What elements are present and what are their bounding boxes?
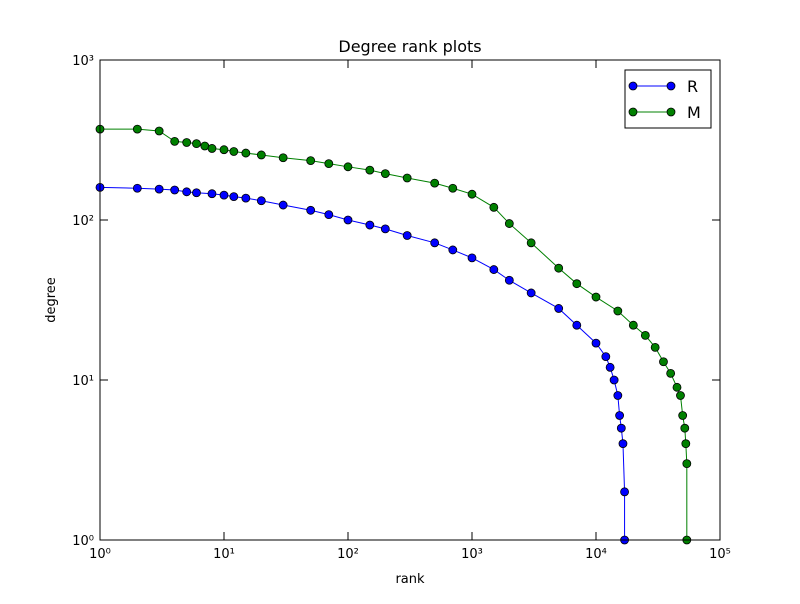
point	[219, 190, 229, 200]
point	[591, 292, 601, 302]
point	[365, 220, 375, 230]
point	[430, 178, 440, 188]
point	[380, 224, 390, 234]
legend-box	[624, 69, 712, 129]
point	[365, 165, 375, 175]
x-tick-label: 10⁴	[585, 547, 607, 562]
point	[678, 411, 688, 420]
legend-label: M	[687, 103, 701, 122]
plot-frame	[99, 59, 721, 541]
point	[448, 245, 458, 255]
point	[613, 306, 623, 316]
point	[618, 439, 628, 449]
point	[672, 382, 682, 392]
point	[676, 391, 685, 400]
point	[681, 439, 691, 449]
point	[343, 162, 353, 172]
point	[613, 391, 623, 400]
point	[324, 210, 334, 220]
point	[132, 183, 142, 193]
point	[489, 265, 499, 274]
point	[467, 189, 477, 199]
point	[182, 187, 192, 197]
x-tick-label: 10³	[461, 547, 483, 562]
point	[601, 352, 611, 362]
point	[609, 375, 619, 385]
point	[229, 147, 239, 156]
point	[526, 238, 536, 248]
point	[640, 330, 650, 340]
point	[278, 153, 288, 163]
y-tick-label: 10¹	[72, 374, 94, 389]
y-tick-label: 10³	[72, 54, 94, 69]
point	[343, 215, 353, 225]
point	[132, 124, 142, 134]
point	[219, 145, 229, 155]
point	[192, 139, 201, 149]
point	[554, 263, 564, 273]
point	[207, 189, 217, 199]
point	[467, 253, 477, 263]
point	[504, 275, 514, 285]
x-tick-label: 10⁰	[89, 547, 111, 562]
point	[448, 183, 458, 193]
point	[306, 156, 316, 166]
point	[256, 196, 266, 206]
x-tick-label: 10¹	[213, 547, 235, 562]
x-tick-label: 10⁵	[709, 547, 731, 562]
point	[402, 173, 412, 183]
point	[572, 279, 582, 289]
point	[605, 362, 615, 372]
y-tick-label: 10²	[72, 214, 94, 229]
y-axis-label: degree	[44, 277, 59, 323]
point	[489, 202, 499, 212]
point	[616, 423, 626, 433]
point	[182, 138, 192, 147]
point	[380, 169, 390, 178]
legend-marker	[628, 107, 638, 117]
point	[241, 193, 251, 203]
legend-marker	[666, 81, 676, 91]
point	[682, 459, 692, 469]
x-axis-label: rank	[395, 572, 425, 587]
point	[200, 141, 210, 151]
point	[170, 136, 180, 146]
point	[170, 185, 180, 195]
point	[229, 192, 239, 202]
legend-marker	[628, 81, 638, 91]
legend-label: R	[687, 77, 698, 96]
point	[402, 231, 412, 240]
point	[572, 320, 582, 330]
y-tick-label: 10⁰	[72, 534, 94, 549]
x-tick-label: 10²	[337, 547, 359, 562]
point	[192, 188, 201, 198]
point	[650, 342, 660, 352]
point	[278, 200, 288, 210]
point	[620, 487, 629, 497]
point	[241, 148, 251, 158]
point	[659, 357, 668, 367]
point	[666, 368, 676, 378]
point	[324, 159, 334, 169]
point	[591, 338, 601, 348]
point	[306, 205, 316, 215]
point	[615, 411, 625, 420]
point	[504, 219, 514, 228]
chart-title: Degree rank plots	[338, 37, 481, 56]
point	[628, 320, 638, 330]
point	[207, 144, 217, 153]
legend-marker	[666, 107, 676, 117]
point	[154, 184, 164, 194]
point	[430, 238, 440, 248]
point	[154, 126, 164, 136]
point	[526, 288, 536, 298]
point	[680, 423, 690, 433]
point	[554, 304, 564, 313]
point	[256, 150, 266, 160]
